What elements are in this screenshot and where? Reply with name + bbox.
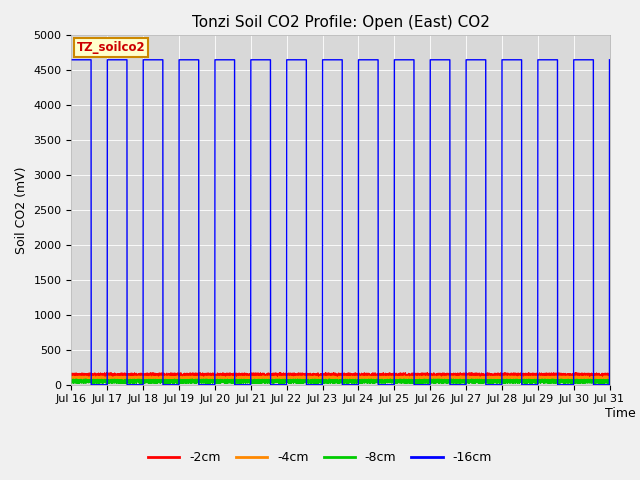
Legend: -2cm, -4cm, -8cm, -16cm: -2cm, -4cm, -8cm, -16cm (143, 446, 497, 469)
-2cm (323, 377, 330, 383)
-2cm (284, 377, 292, 383)
-8cm (583, 379, 591, 384)
-8cm (605, 377, 613, 383)
-4cm (605, 378, 613, 384)
-2cm (250, 376, 258, 382)
-8cm (577, 380, 584, 386)
-2cm (461, 370, 468, 376)
Text: TZ_soilco2: TZ_soilco2 (77, 41, 145, 54)
-4cm (323, 374, 330, 380)
-8cm (229, 381, 237, 386)
-16cm (583, 57, 591, 63)
-4cm (68, 377, 76, 383)
Y-axis label: Soil CO2 (mV): Soil CO2 (mV) (15, 166, 28, 254)
Title: Tonzi Soil CO2 Profile: Open (East) CO2: Tonzi Soil CO2 Profile: Open (East) CO2 (191, 15, 490, 30)
-8cm (159, 376, 166, 382)
-4cm (250, 376, 258, 382)
-2cm (583, 375, 591, 381)
-8cm (476, 378, 484, 384)
-4cm (476, 374, 484, 380)
-16cm (250, 57, 258, 63)
-4cm (583, 375, 591, 381)
-16cm (323, 57, 330, 63)
-2cm (577, 375, 584, 381)
-4cm (461, 377, 468, 383)
-4cm (348, 373, 355, 379)
-16cm (461, 382, 468, 388)
-8cm (250, 379, 258, 385)
-2cm (68, 374, 76, 380)
Line: -2cm: -2cm (72, 373, 609, 380)
-4cm (577, 373, 584, 379)
-8cm (461, 378, 468, 384)
-16cm (577, 57, 584, 63)
-16cm (605, 57, 613, 63)
-2cm (476, 371, 484, 377)
Line: -4cm: -4cm (72, 376, 609, 382)
-16cm (87, 382, 95, 388)
-16cm (68, 57, 76, 63)
-8cm (323, 379, 330, 385)
Line: -16cm: -16cm (72, 60, 609, 385)
Line: -8cm: -8cm (72, 379, 609, 384)
-16cm (476, 57, 484, 63)
-2cm (605, 371, 613, 376)
-4cm (216, 379, 224, 384)
-8cm (68, 380, 76, 386)
-2cm (108, 370, 115, 376)
X-axis label: Time: Time (605, 408, 636, 420)
